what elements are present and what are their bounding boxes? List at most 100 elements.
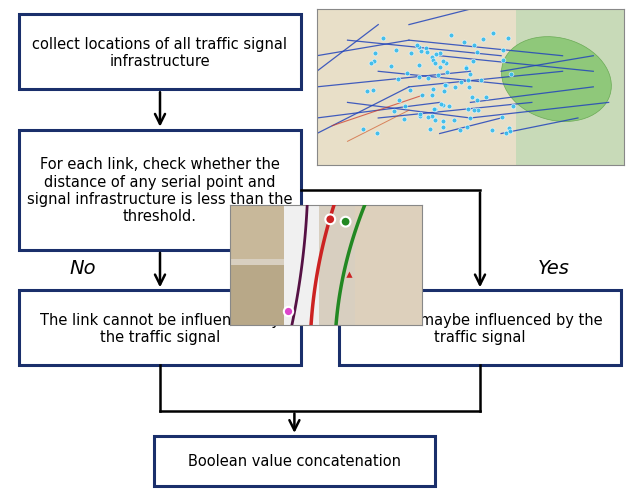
Text: Boolean value concatenation: Boolean value concatenation bbox=[188, 453, 401, 468]
Point bbox=[283, 307, 293, 315]
Point bbox=[472, 97, 482, 105]
Point bbox=[325, 216, 335, 224]
Point bbox=[368, 87, 378, 95]
Text: For each link, check whether the
distance of any serial point and
signal infrast: For each link, check whether the distanc… bbox=[28, 157, 292, 224]
Point bbox=[378, 35, 388, 43]
Point bbox=[467, 94, 477, 102]
Point bbox=[455, 127, 465, 135]
Point bbox=[465, 71, 476, 79]
Point bbox=[445, 32, 456, 40]
Point bbox=[477, 36, 488, 44]
Point bbox=[433, 72, 444, 80]
Point bbox=[389, 108, 399, 116]
Point bbox=[344, 271, 355, 279]
Point bbox=[435, 64, 445, 72]
Point bbox=[421, 45, 431, 53]
Point bbox=[456, 79, 466, 87]
Point bbox=[422, 75, 433, 83]
Point bbox=[438, 117, 449, 125]
Point bbox=[472, 49, 482, 57]
FancyBboxPatch shape bbox=[19, 15, 301, 90]
Point bbox=[414, 62, 424, 70]
FancyBboxPatch shape bbox=[19, 291, 301, 366]
Point bbox=[358, 126, 368, 134]
FancyBboxPatch shape bbox=[339, 291, 621, 366]
Point bbox=[340, 218, 351, 226]
Point bbox=[440, 82, 451, 90]
Text: collect locations of all traffic signal
infrastructure: collect locations of all traffic signal … bbox=[33, 37, 287, 69]
Point bbox=[461, 64, 471, 72]
Point bbox=[430, 60, 440, 68]
Point bbox=[399, 115, 409, 123]
Point bbox=[504, 128, 515, 136]
Bar bbox=[355, 205, 422, 326]
Point bbox=[488, 30, 499, 38]
Point bbox=[481, 94, 492, 102]
Point bbox=[449, 117, 459, 125]
Point bbox=[473, 107, 483, 115]
Point bbox=[390, 48, 401, 56]
Bar bbox=[230, 266, 288, 326]
Point bbox=[463, 77, 473, 85]
Point bbox=[431, 51, 442, 59]
Point bbox=[497, 113, 508, 121]
Point bbox=[416, 48, 426, 56]
Point bbox=[438, 102, 448, 110]
Point bbox=[503, 35, 513, 43]
Point bbox=[372, 129, 382, 137]
Point bbox=[468, 58, 479, 66]
Point bbox=[428, 113, 438, 121]
Point bbox=[400, 103, 410, 111]
Point bbox=[439, 87, 449, 95]
Point bbox=[428, 86, 438, 94]
Point bbox=[369, 50, 380, 58]
Point bbox=[425, 126, 435, 134]
Point bbox=[385, 63, 396, 71]
Point bbox=[428, 54, 438, 62]
Point bbox=[429, 117, 440, 125]
Point bbox=[430, 106, 440, 114]
FancyBboxPatch shape bbox=[154, 436, 435, 486]
FancyBboxPatch shape bbox=[19, 130, 301, 250]
Point bbox=[468, 106, 479, 114]
Point bbox=[444, 103, 454, 111]
Point bbox=[369, 58, 379, 66]
Point bbox=[428, 57, 438, 65]
Point bbox=[412, 42, 422, 50]
Point bbox=[427, 92, 437, 100]
Point bbox=[442, 69, 452, 77]
Point bbox=[450, 84, 460, 92]
Point bbox=[414, 44, 424, 52]
Point bbox=[417, 92, 427, 100]
Point bbox=[406, 50, 416, 58]
Point bbox=[362, 88, 372, 96]
Point bbox=[394, 97, 404, 105]
Point bbox=[465, 115, 475, 123]
Point bbox=[422, 49, 432, 57]
Point bbox=[461, 65, 471, 73]
Point bbox=[435, 50, 445, 58]
Point bbox=[436, 100, 446, 108]
Point bbox=[366, 60, 376, 68]
Text: The link maybe influenced by the
traffic signal: The link maybe influenced by the traffic… bbox=[357, 312, 603, 344]
Point bbox=[441, 60, 451, 68]
Point bbox=[415, 113, 425, 121]
Point bbox=[504, 125, 514, 133]
Point bbox=[415, 110, 425, 118]
Text: The link cannot be influenced by
the traffic signal: The link cannot be influenced by the tra… bbox=[40, 312, 280, 344]
Point bbox=[405, 87, 415, 95]
Point bbox=[497, 57, 508, 65]
Point bbox=[486, 127, 497, 135]
Point bbox=[469, 42, 479, 50]
FancyBboxPatch shape bbox=[284, 205, 319, 326]
Point bbox=[414, 74, 424, 82]
Point bbox=[506, 71, 516, 79]
Point bbox=[462, 123, 472, 131]
Point bbox=[500, 130, 511, 138]
Point bbox=[463, 105, 474, 113]
Point bbox=[476, 77, 486, 85]
Point bbox=[508, 102, 518, 110]
Point bbox=[463, 84, 474, 92]
Point bbox=[429, 106, 439, 114]
Bar bbox=[230, 205, 298, 260]
